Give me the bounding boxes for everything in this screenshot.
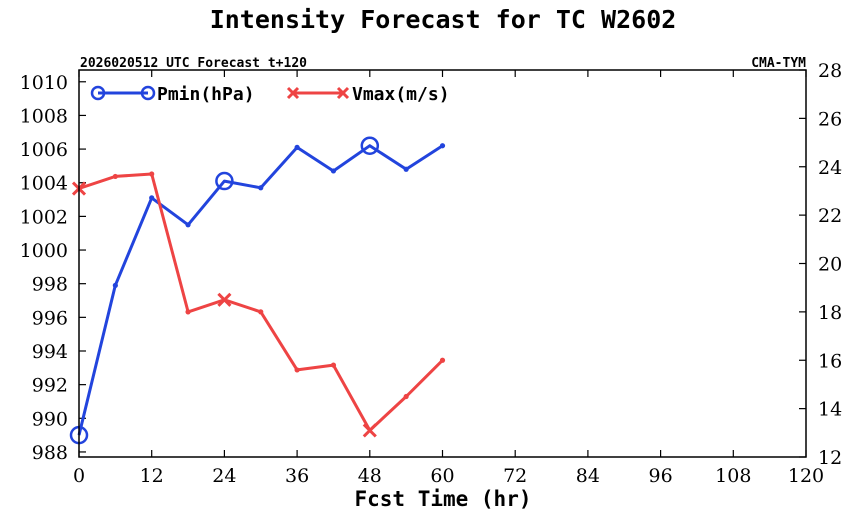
y-right-tick-label: 18	[818, 302, 842, 324]
vmax-point	[258, 309, 264, 315]
vmax-point	[185, 309, 191, 315]
x-tick-label: 0	[73, 465, 85, 487]
x-tick-label: 96	[649, 465, 673, 487]
x-tick-label: 12	[140, 465, 164, 487]
vmax-point	[362, 423, 377, 438]
legend: Pmin(hPa) Vmax(m/s)	[90, 84, 450, 105]
vmax-line	[78, 172, 444, 432]
vmax-point	[403, 393, 409, 400]
x-tick-label: 72	[503, 465, 527, 487]
vmax-point	[149, 171, 155, 177]
y-right-tick-label: 16	[818, 350, 842, 372]
legend-vmax-marker	[286, 86, 300, 100]
x-tick-label: 84	[576, 465, 600, 487]
pmin-point	[403, 166, 409, 172]
pmin-point	[330, 168, 337, 174]
vmax-point	[330, 362, 337, 368]
y-left-tick-label: 990	[32, 408, 68, 430]
y-right-tick-label: 12	[818, 447, 842, 469]
x-tick-label: 48	[358, 465, 382, 487]
vmax-point	[217, 292, 232, 307]
axes-ticks: 0 12 24 36 48 60 72 84 96 108 120 988 990 992 994 996 99…	[20, 60, 843, 487]
y-right-tick-label: 28	[818, 60, 842, 82]
model-label: CMA-TYM	[751, 56, 806, 71]
x-tick-label: 60	[430, 465, 454, 487]
legend-vmax-marker	[336, 86, 350, 100]
y-left-tick-label: 998	[32, 274, 68, 296]
legend-vmax-label: Vmax(m/s)	[352, 84, 450, 105]
plot-frame	[78, 69, 807, 458]
y-right-tick-label: 22	[818, 205, 842, 227]
y-right-tick-label: 14	[818, 399, 842, 421]
y-right-tick-label: 26	[818, 108, 842, 130]
vmax-point	[439, 357, 446, 363]
y-left-tick-label: 996	[32, 307, 68, 329]
x-tick-label: 36	[285, 465, 309, 487]
x-tick-label: 120	[788, 465, 824, 487]
pmin-point	[149, 195, 155, 201]
vmax-point	[112, 173, 118, 180]
series-lines	[69, 136, 446, 445]
pmin-point	[258, 185, 264, 191]
forecast-subtitle: 2026020512 UTC Forecast t+120	[80, 56, 307, 71]
y-left-tick-label: 988	[32, 442, 68, 464]
legend-pmin-marker	[140, 85, 156, 101]
y-left-tick-label: 1008	[20, 105, 68, 127]
y-right-tick-label: 20	[818, 254, 842, 276]
y-left-tick-label: 992	[32, 375, 68, 397]
y-left-tick-label: 1002	[20, 206, 68, 228]
pmin-point	[215, 171, 234, 191]
vmax-point	[294, 367, 300, 373]
pmin-point	[294, 144, 300, 150]
x-axis-label: Fcst Time (hr)	[354, 487, 531, 511]
pmin-point	[360, 136, 380, 155]
y-right-tick-label: 24	[818, 157, 842, 179]
pmin-point	[112, 282, 118, 288]
pmin-point	[439, 143, 446, 149]
y-left-tick-label: 1004	[20, 173, 68, 195]
legend-pmin-label: Pmin(hPa)	[157, 84, 255, 105]
chart-title: Intensity Forecast for TC W2602	[210, 5, 677, 34]
legend-pmin-marker	[90, 85, 106, 101]
x-tick-label: 108	[715, 465, 751, 487]
y-left-tick-label: 1010	[20, 72, 68, 94]
pmin-point	[185, 222, 191, 228]
y-left-tick-label: 1000	[20, 240, 68, 262]
y-left-tick-label: 994	[32, 341, 68, 363]
x-tick-label: 24	[212, 465, 236, 487]
y-left-tick-label: 1006	[20, 139, 68, 161]
